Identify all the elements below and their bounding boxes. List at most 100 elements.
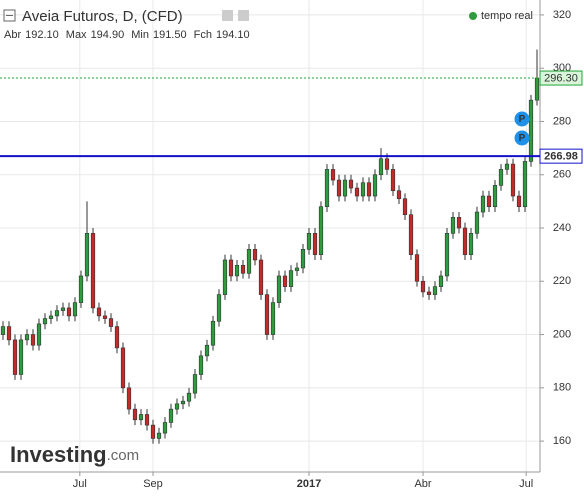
candle-body bbox=[426, 291, 432, 295]
candle-body bbox=[372, 174, 378, 197]
candle-body bbox=[96, 307, 102, 317]
settings-icon[interactable] bbox=[222, 10, 233, 21]
y-tick-label: 280 bbox=[553, 115, 571, 127]
logo: Investing.com bbox=[10, 442, 139, 467]
y-tick-label: 260 bbox=[553, 169, 571, 181]
candle-body bbox=[348, 179, 354, 189]
candle-body bbox=[30, 334, 36, 346]
candle-body bbox=[396, 190, 402, 200]
candle-body bbox=[432, 286, 438, 295]
candle-body bbox=[0, 326, 6, 335]
candle-body bbox=[474, 211, 480, 234]
chart-title: Aveia Futuros, D, (CFD) bbox=[22, 8, 183, 25]
candle-body bbox=[468, 233, 474, 255]
candle-body bbox=[330, 169, 336, 181]
candle-body bbox=[54, 310, 60, 317]
candle-body bbox=[216, 294, 222, 322]
candle-body bbox=[114, 326, 120, 349]
candle-body bbox=[522, 161, 528, 207]
candle-body bbox=[264, 294, 270, 335]
quote-value: 192.10 bbox=[25, 29, 59, 41]
candle-body bbox=[12, 339, 18, 375]
quote: Abr 192.10 Max 194.90 Min 191.50 Fch 194.10 bbox=[4, 29, 250, 41]
candle-body bbox=[282, 275, 288, 287]
marker[interactable] bbox=[514, 130, 530, 146]
quote-value: 191.50 bbox=[153, 29, 187, 41]
candle-body bbox=[180, 400, 186, 405]
candle-body bbox=[42, 318, 48, 325]
price-label: 266.98 bbox=[544, 151, 578, 163]
candle-body bbox=[438, 275, 444, 287]
candle-body bbox=[252, 249, 258, 261]
candle-body bbox=[150, 424, 156, 439]
candle-body bbox=[534, 77, 540, 101]
candle-body bbox=[492, 185, 498, 207]
candle-body bbox=[102, 315, 108, 319]
y-tick-label: 180 bbox=[553, 382, 571, 394]
candle-body bbox=[162, 422, 168, 434]
candle-body bbox=[66, 307, 72, 317]
candle-body bbox=[186, 392, 192, 402]
candle-body bbox=[360, 182, 366, 197]
candle-body bbox=[270, 302, 276, 335]
candle-body bbox=[294, 267, 300, 271]
marker-label: P bbox=[519, 114, 526, 125]
candle-body bbox=[132, 408, 138, 421]
candles bbox=[0, 49, 540, 444]
legend-toggle[interactable] bbox=[3, 9, 16, 22]
logo-suffix: .com bbox=[107, 447, 140, 464]
status: tempo real bbox=[481, 10, 533, 22]
candle-body bbox=[204, 344, 210, 357]
candle-body bbox=[36, 323, 42, 346]
candle-body bbox=[138, 414, 144, 421]
candle-body bbox=[402, 198, 408, 215]
y-tick-label: 220 bbox=[553, 275, 571, 287]
candle-body bbox=[240, 265, 246, 274]
candle-body bbox=[414, 254, 420, 282]
candle-body bbox=[120, 347, 126, 389]
candle-body bbox=[528, 99, 534, 162]
candle-body bbox=[258, 259, 264, 295]
x-tick-label: 2017 bbox=[297, 478, 321, 490]
candle-body bbox=[504, 163, 510, 170]
candle-body bbox=[378, 158, 384, 176]
candle-body bbox=[228, 259, 234, 277]
price-label-box bbox=[539, 148, 583, 164]
candle-body bbox=[420, 280, 426, 293]
candle-body bbox=[210, 320, 216, 346]
quote-value: 194.10 bbox=[216, 29, 250, 41]
quote-value: 194.90 bbox=[91, 29, 125, 41]
candle-body bbox=[276, 275, 282, 303]
candle-body bbox=[408, 214, 414, 255]
candle-body bbox=[48, 315, 54, 319]
candle-body bbox=[444, 233, 450, 277]
x-tick-label: Abr bbox=[414, 478, 431, 490]
candle-body bbox=[192, 374, 198, 394]
candle-body bbox=[510, 163, 516, 197]
candle-body bbox=[24, 334, 30, 341]
quote-label: Abr bbox=[4, 29, 21, 41]
candle-body bbox=[144, 414, 150, 426]
candle-body bbox=[498, 169, 504, 186]
candle-body bbox=[108, 318, 114, 327]
candle-body bbox=[480, 195, 486, 213]
candle-body bbox=[222, 259, 228, 295]
candle-body bbox=[312, 233, 318, 255]
candle-body bbox=[126, 387, 132, 410]
candle-body bbox=[366, 182, 372, 197]
candle-body bbox=[486, 195, 492, 207]
x-tick-label: Jul bbox=[519, 478, 533, 490]
marker[interactable] bbox=[514, 111, 530, 127]
candle-body bbox=[6, 326, 12, 341]
candle-body bbox=[384, 158, 390, 170]
y-tick-label: 240 bbox=[553, 222, 571, 234]
y-tick-label: 160 bbox=[553, 435, 571, 447]
candle-body bbox=[234, 265, 240, 277]
candle-body bbox=[72, 302, 78, 317]
close-icon[interactable] bbox=[238, 10, 249, 21]
candle-body bbox=[18, 339, 24, 375]
candle-body bbox=[174, 403, 180, 410]
